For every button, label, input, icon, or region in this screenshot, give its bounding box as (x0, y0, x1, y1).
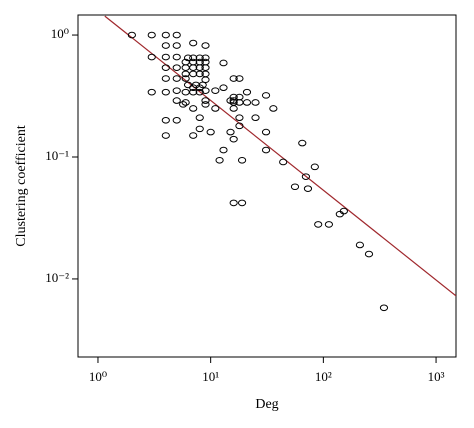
point (181, 70, 190, 78)
point (237, 156, 247, 164)
point (298, 139, 307, 147)
point (310, 163, 319, 171)
point (161, 75, 170, 82)
point (279, 158, 288, 166)
point (235, 114, 244, 121)
point (201, 64, 210, 71)
point (147, 88, 156, 96)
point (161, 132, 170, 139)
y-tick-label: 10⁻² (45, 270, 69, 285)
point (147, 53, 156, 61)
y-axis-label: Clustering coefficient (14, 125, 29, 247)
point (172, 97, 181, 104)
point (219, 59, 228, 67)
x-tick-label: 10³ (428, 369, 445, 384)
point (251, 99, 260, 106)
point (355, 241, 365, 249)
point (161, 42, 170, 49)
point (201, 42, 210, 49)
point (261, 128, 271, 136)
point (195, 88, 204, 96)
point (219, 146, 228, 154)
point (301, 173, 311, 180)
point (201, 54, 210, 62)
x-tick-label: 10⁰ (89, 369, 107, 384)
point (195, 64, 204, 71)
point (364, 250, 374, 258)
point (211, 105, 220, 112)
point (201, 76, 210, 84)
point (226, 128, 235, 136)
point (172, 116, 181, 124)
point (235, 75, 244, 82)
point (242, 88, 252, 96)
point (290, 183, 300, 191)
point (179, 101, 188, 108)
y-tick-label: 10⁻¹ (45, 148, 69, 163)
point (339, 207, 348, 215)
point (229, 105, 238, 112)
point (242, 99, 252, 106)
point (181, 75, 190, 82)
y-tick-label: 10⁰ (51, 26, 69, 41)
point (181, 99, 190, 106)
point (172, 42, 181, 49)
point (195, 84, 204, 91)
point (215, 156, 224, 164)
point (183, 54, 193, 62)
point (269, 105, 278, 112)
point (161, 31, 170, 39)
plot-frame (77, 14, 457, 358)
point (229, 199, 238, 207)
point (189, 64, 198, 71)
point (261, 92, 271, 99)
point (172, 64, 181, 71)
point (172, 53, 181, 61)
point (172, 87, 181, 94)
point (235, 99, 244, 106)
point (201, 101, 210, 108)
point (314, 221, 323, 228)
point (189, 132, 198, 139)
point (324, 221, 334, 228)
point (161, 116, 170, 124)
point (189, 39, 198, 47)
point (181, 88, 190, 96)
point (235, 122, 244, 130)
point (195, 125, 204, 133)
point (229, 75, 238, 82)
point (189, 105, 198, 112)
point (189, 54, 198, 62)
point (303, 185, 313, 192)
x-tick-label: 10¹ (202, 369, 219, 384)
fit-line (104, 15, 456, 297)
point (261, 146, 271, 154)
point (237, 199, 247, 207)
point (206, 128, 215, 136)
point (219, 84, 228, 91)
point (181, 64, 190, 71)
point (161, 88, 170, 96)
x-axis-label: Deg (255, 397, 278, 412)
point (211, 87, 220, 94)
x-tick-label: 10² (315, 369, 332, 384)
point (161, 64, 170, 71)
point (379, 304, 389, 312)
point (127, 31, 136, 39)
point (195, 54, 204, 62)
point (195, 114, 204, 121)
point (251, 114, 260, 121)
point (172, 31, 181, 39)
point (161, 53, 170, 61)
point (147, 31, 156, 39)
point (189, 84, 198, 91)
point (229, 135, 238, 143)
point (201, 97, 210, 104)
point (189, 88, 198, 96)
point (195, 70, 204, 78)
point (172, 75, 181, 82)
